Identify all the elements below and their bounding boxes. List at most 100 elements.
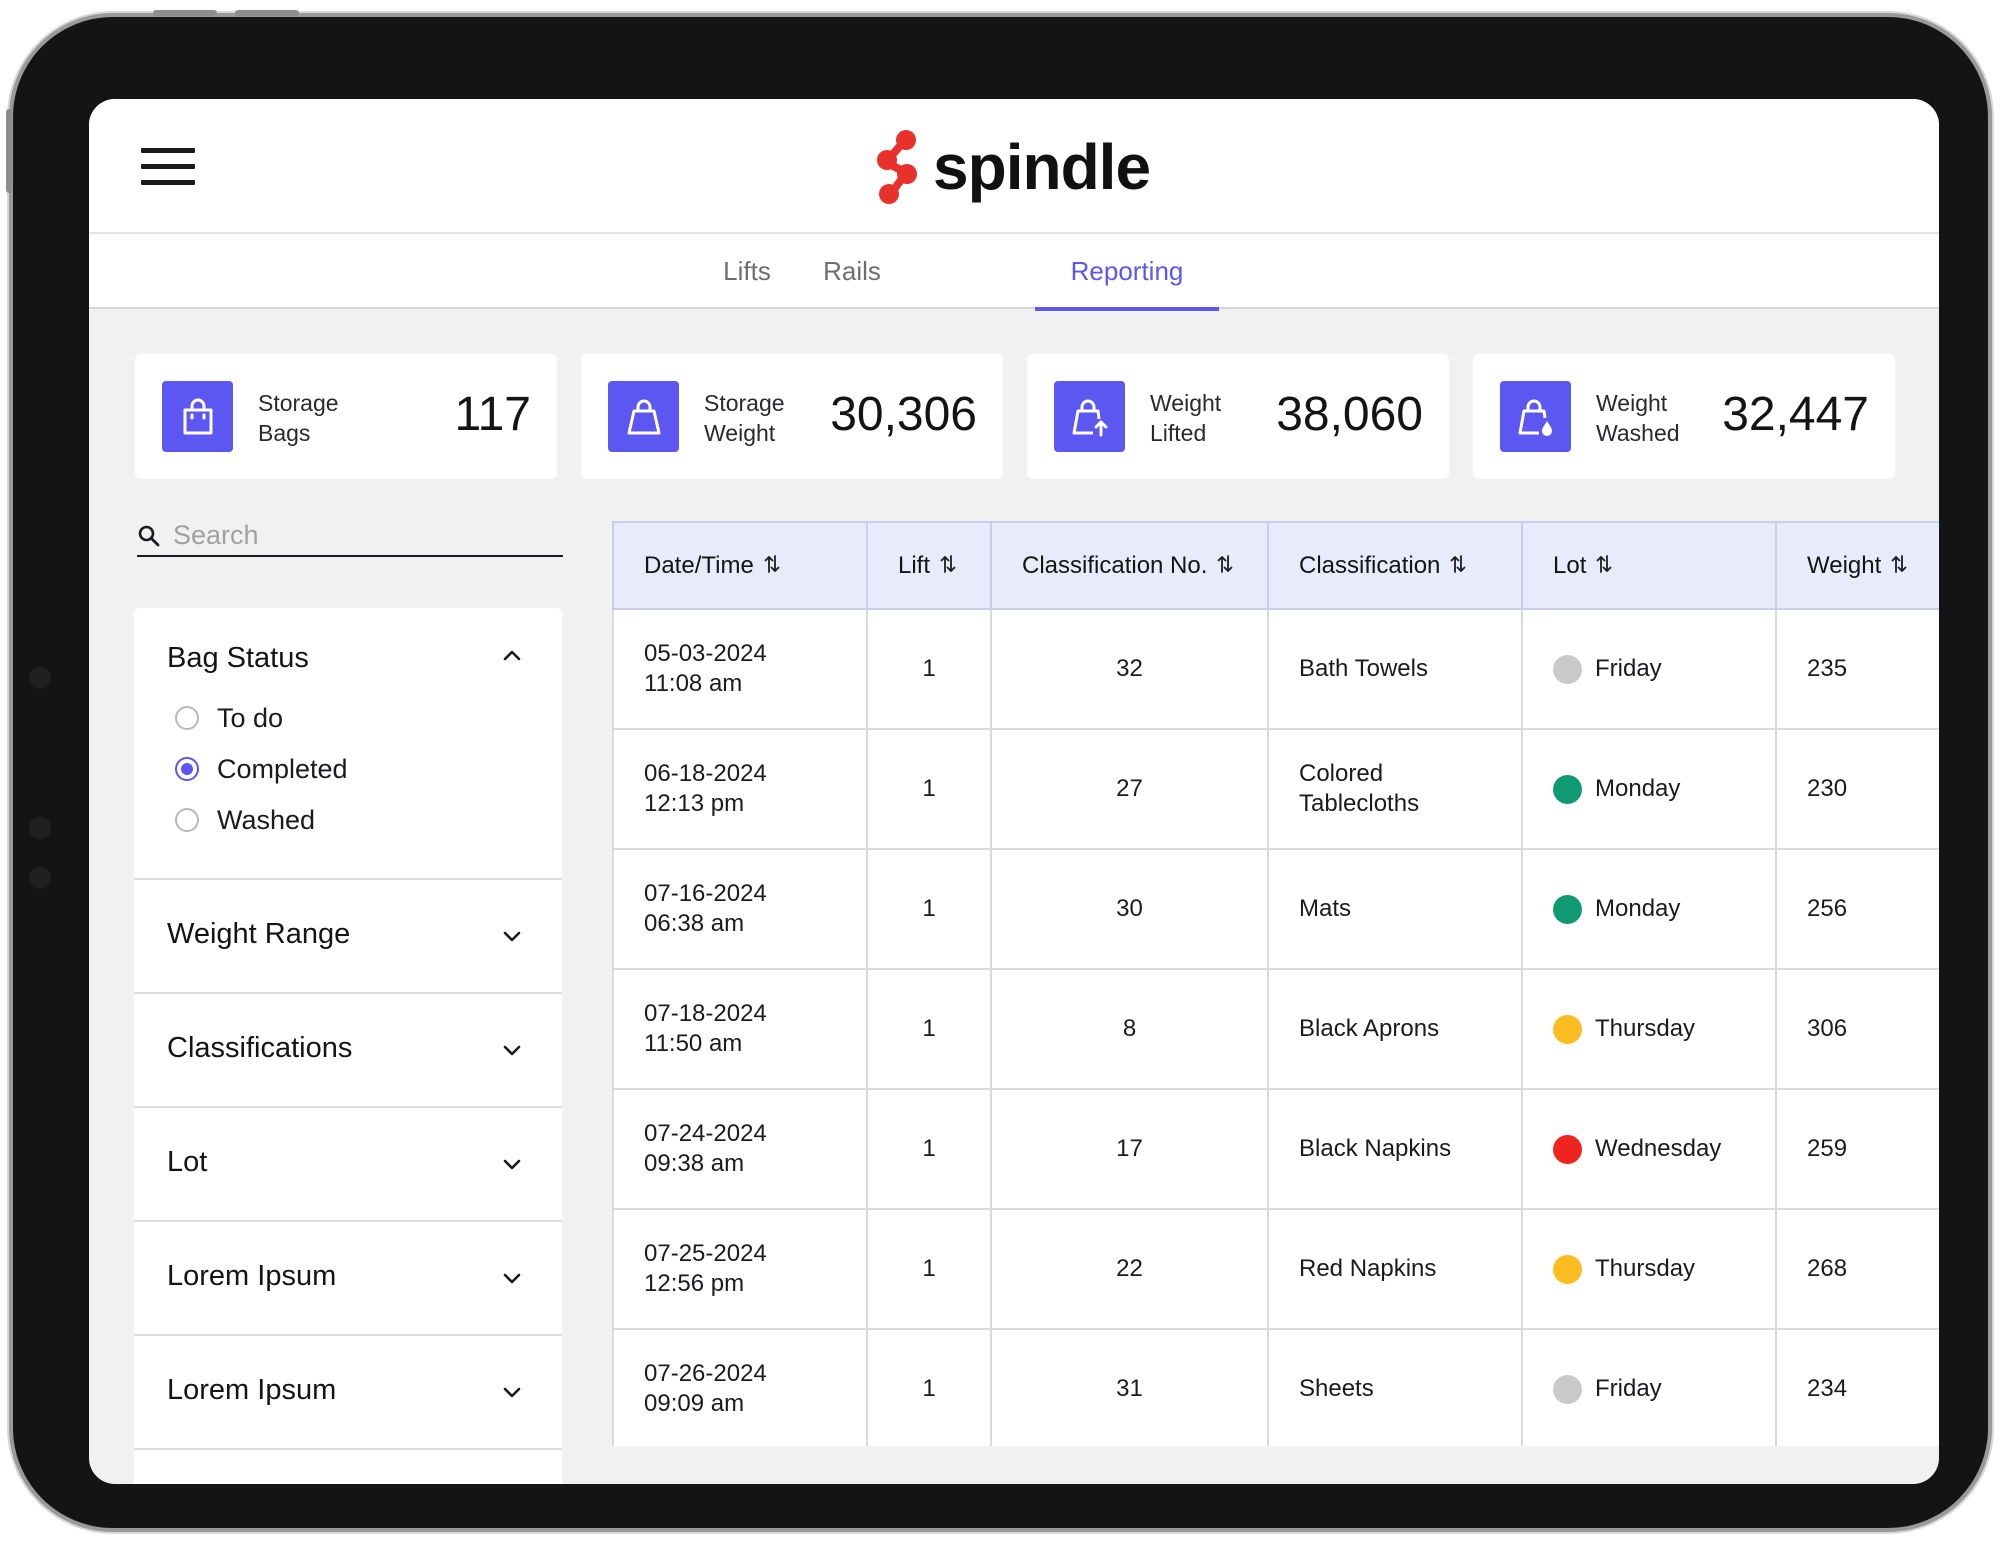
stat-card-weight-washed: Weight Washed 32,447 (1473, 354, 1895, 479)
chevron-down-icon[interactable] (500, 1152, 524, 1176)
cell-datetime: 07-24-2024 09:38 am (612, 1088, 868, 1210)
filter-weight-range[interactable]: Weight Range (134, 880, 562, 994)
radio-to-do[interactable]: To do (175, 701, 283, 735)
cell-date: 07-25-2024 (644, 1240, 767, 1267)
cell-classification: Black Napkins (1267, 1088, 1523, 1210)
column-header-weight[interactable]: Weight (1775, 521, 1939, 610)
report-table: Date/Time Lift Classification No. Classi… (612, 521, 1939, 1446)
lot-label: Friday (1595, 1375, 1662, 1402)
chevron-up-icon[interactable] (500, 644, 524, 668)
table-body: 05-03-2024 11:08 am 1 32 Bath Towels Friday 23… (612, 608, 1939, 1446)
camera-dot (29, 667, 51, 689)
tab-lifts[interactable]: Lifts (723, 256, 771, 286)
cell-time: 06:38 am (644, 910, 745, 937)
chevron-down-icon[interactable] (500, 1038, 524, 1062)
cell-classification-no: 31 (990, 1328, 1269, 1446)
power-button (6, 109, 12, 193)
sort-icon[interactable] (1450, 553, 1466, 575)
filter-title: Lorem Ipsum (167, 1260, 337, 1292)
stat-card-storage-weight: Storage Weight 30,306 (581, 354, 1003, 479)
sort-icon[interactable] (1891, 553, 1907, 575)
chevron-down-icon[interactable] (500, 1266, 524, 1290)
cell-classification-no: 32 (990, 608, 1269, 730)
cell-lot: Monday (1521, 848, 1777, 970)
cell-lot: Friday (1521, 608, 1777, 730)
filter-panel: Bag Status To do Completed Washed Weight… (134, 608, 562, 1484)
stat-value: 32,447 (1722, 388, 1869, 441)
filter-lot[interactable]: Lot (134, 1108, 562, 1222)
filter-title: Lot (167, 1146, 208, 1178)
cell-date: 07-24-2024 (644, 1120, 767, 1147)
cell-lift: 1 (866, 1208, 992, 1330)
app-header: spindle (89, 99, 1939, 234)
sort-icon[interactable] (764, 553, 780, 575)
app-screen: spindle Lifts Rails Reporting Storage Ba… (89, 99, 1939, 1484)
cell-lift: 1 (866, 728, 992, 850)
cell-lift: 1 (866, 1328, 992, 1446)
cell-datetime: 07-16-2024 06:38 am (612, 848, 868, 970)
table-row[interactable]: 07-18-2024 11:50 am 1 8 Black Aprons Thursday… (612, 968, 1939, 1090)
filter-lorem-ipsum[interactable]: Lorem Ipsum (134, 1222, 562, 1336)
cell-datetime: 07-18-2024 11:50 am (612, 968, 868, 1090)
menu-icon[interactable] (141, 148, 195, 186)
search-input[interactable] (173, 515, 553, 555)
table-row[interactable]: 05-03-2024 11:08 am 1 32 Bath Towels Friday 23… (612, 608, 1939, 730)
camera-dot (29, 867, 51, 889)
cell-weight: 268 (1775, 1208, 1939, 1330)
table-row[interactable]: 07-26-2024 09:09 am 1 31 Sheets Friday 234 (612, 1328, 1939, 1446)
tab-bar: Lifts Rails Reporting (89, 234, 1939, 311)
column-header-lot[interactable]: Lot (1521, 521, 1777, 610)
chevron-down-icon[interactable] (500, 924, 524, 948)
radio-label: Washed (217, 804, 316, 835)
stat-value: 38,060 (1276, 388, 1423, 441)
cell-date: 07-18-2024 (644, 1000, 767, 1027)
cell-weight: 234 (1775, 1328, 1939, 1446)
tab-rails[interactable]: Rails (823, 256, 881, 286)
cell-classification: Sheets (1267, 1328, 1523, 1446)
table-row[interactable]: 06-18-2024 12:13 pm 1 27 Colored Tablecloths… (612, 728, 1939, 850)
cell-datetime: 05-03-2024 11:08 am (612, 608, 868, 730)
column-header-classification[interactable]: Classification (1267, 521, 1523, 610)
stat-card-weight-lifted: Weight Lifted 38,060 (1027, 354, 1449, 479)
cell-classification-no: 17 (990, 1088, 1269, 1210)
stat-label: Storage Weight (704, 390, 785, 446)
sort-icon[interactable] (1596, 553, 1612, 575)
sort-icon[interactable] (940, 553, 956, 575)
filter-lorem-ipsum[interactable]: Lorem Ipsum (134, 1336, 562, 1450)
lot-color-dot (1553, 1014, 1582, 1044)
cell-classification-no: 27 (990, 728, 1269, 850)
stat-card-storage-bags: Storage Bags 117 (135, 354, 557, 479)
column-header-classification-no[interactable]: Classification No. (990, 521, 1269, 610)
cell-weight: 235 (1775, 608, 1939, 730)
radio-washed[interactable]: Washed (175, 803, 315, 837)
chevron-down-icon[interactable] (500, 1380, 524, 1404)
cell-lift: 1 (866, 848, 992, 970)
cell-time: 11:08 am (644, 670, 743, 697)
radio-completed[interactable]: Completed (175, 752, 348, 786)
lot-label: Friday (1595, 655, 1662, 682)
column-header-lift[interactable]: Lift (866, 521, 992, 610)
filter-title: Lorem Ipsum (167, 1374, 337, 1406)
table-row[interactable]: 07-24-2024 09:38 am 1 17 Black Napkins Wednes… (612, 1088, 1939, 1210)
lot-color-dot (1553, 654, 1582, 684)
cell-lift: 1 (866, 1088, 992, 1210)
column-header-datetime[interactable]: Date/Time (612, 521, 868, 610)
cell-classification: Black Aprons (1267, 968, 1523, 1090)
tab-reporting[interactable]: Reporting (1035, 234, 1219, 311)
filter-title: Classifications (167, 1032, 353, 1064)
filter-classifications[interactable]: Classifications (134, 994, 562, 1108)
search-field (137, 515, 563, 557)
radio-button[interactable] (175, 757, 199, 781)
radio-button[interactable] (175, 808, 199, 832)
cell-time: 11:50 am (644, 1030, 743, 1057)
cell-lift: 1 (866, 968, 992, 1090)
cell-classification: Bath Towels (1267, 608, 1523, 730)
volume-button (235, 10, 299, 16)
table-row[interactable]: 07-25-2024 12:56 pm 1 22 Red Napkins Thursday… (612, 1208, 1939, 1330)
radio-button[interactable] (175, 706, 199, 730)
table-row[interactable]: 07-16-2024 06:38 am 1 30 Mats Monday 256 (612, 848, 1939, 970)
bag-lift-icon (1054, 381, 1125, 452)
stat-label: Storage Bags (258, 390, 339, 446)
sort-icon[interactable] (1217, 553, 1233, 575)
cell-date: 07-16-2024 (644, 880, 767, 907)
